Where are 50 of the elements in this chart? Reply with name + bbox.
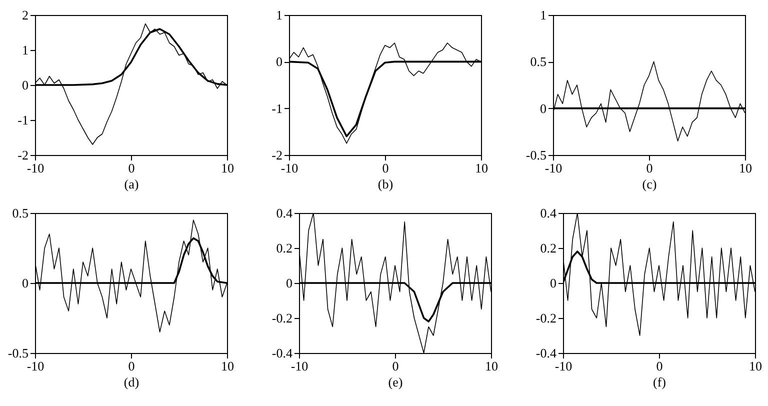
x-axis-title: (e) <box>388 374 403 390</box>
y-tick-label: 0 <box>286 276 292 290</box>
x-tick-label: -10 <box>280 160 298 176</box>
x-tick-label: 0 <box>128 358 135 374</box>
y-tick-label: -0.2 <box>272 310 292 326</box>
y-tick-label: -2 <box>272 148 282 162</box>
y-tick-label: -1 <box>272 100 282 116</box>
x-tick-label: 0 <box>128 160 135 176</box>
y-tick-label: 0.2 <box>276 240 292 256</box>
y-tick-label: 0.5 <box>530 54 546 70</box>
x-tick-label: 10 <box>749 358 762 374</box>
x-tick-label: 10 <box>221 160 234 176</box>
y-tick-label: 0.4 <box>540 206 557 220</box>
y-tick-label: -0.4 <box>536 346 557 360</box>
y-tick-label: 0.5 <box>12 206 28 220</box>
x-tick-label: 10 <box>475 160 488 176</box>
y-tick-label: 0 <box>540 100 546 116</box>
x-tick-label: -10 <box>544 160 562 176</box>
x-tick-label: 0 <box>392 358 399 374</box>
y-tick-label: 0 <box>22 78 28 92</box>
x-tick-label: 10 <box>739 160 752 176</box>
x-tick-label: 0 <box>646 160 653 176</box>
y-tick-label: 1 <box>22 42 28 58</box>
y-tick-label: 1 <box>276 8 282 22</box>
x-axis-title: (f) <box>653 374 666 390</box>
y-tick-label: 0 <box>276 54 282 70</box>
x-tick-label: -10 <box>26 160 44 176</box>
y-tick-label: -0.4 <box>272 346 293 360</box>
x-axis-title: (b) <box>378 176 394 192</box>
y-tick-label: -0.5 <box>8 346 28 360</box>
y-tick-label: -0.2 <box>536 310 556 326</box>
y-tick-label: 0 <box>550 276 556 290</box>
x-tick-label: -10 <box>554 358 572 374</box>
y-tick-label: 0.4 <box>276 206 293 220</box>
x-tick-label: 0 <box>382 160 389 176</box>
y-tick-label: 0.2 <box>540 240 556 256</box>
x-tick-label: 10 <box>221 358 234 374</box>
y-tick-label: -1 <box>18 112 28 128</box>
y-tick-label: -2 <box>18 148 28 162</box>
x-axis-title: (c) <box>642 176 657 192</box>
x-tick-label: 0 <box>656 358 663 374</box>
x-tick-label: 10 <box>485 358 498 374</box>
y-tick-label: 0 <box>22 276 28 290</box>
x-tick-label: -10 <box>290 358 308 374</box>
y-tick-label: 2 <box>22 8 28 22</box>
x-axis-title: (a) <box>124 176 139 192</box>
y-tick-label: 1 <box>540 8 546 22</box>
x-axis-title: (d) <box>124 374 140 390</box>
y-tick-label: -0.5 <box>526 148 546 162</box>
x-tick-label: -10 <box>26 358 44 374</box>
